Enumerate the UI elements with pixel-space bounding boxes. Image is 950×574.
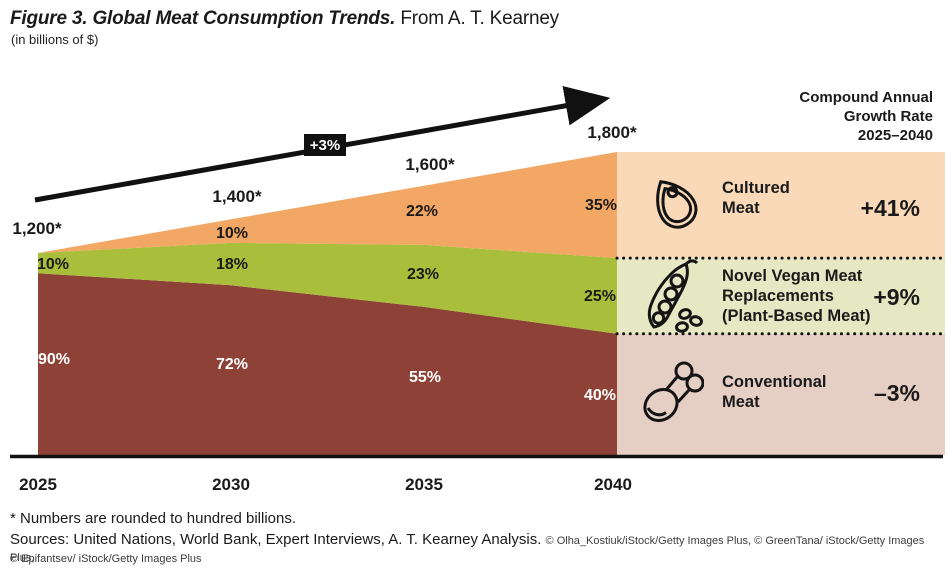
area-series-0 [38,273,617,455]
cultured-meat-icon [656,180,698,229]
share-conventional-2040: 40% [583,387,617,404]
share-vegan-2025: 10% [36,256,70,273]
x-tick-2040: 2040 [594,475,632,494]
legend-label-conventional: Conventional Meat [722,373,827,411]
drumstick-icon [643,361,704,422]
share-vegan-2035: 23% [406,266,440,283]
share-conventional-2030: 72% [215,356,249,373]
soybean-pod-icon [647,259,703,333]
figure-title-bold: Figure 3. Global Meat Consumption Trends… [10,8,396,29]
stacked-areas [38,152,617,455]
sources-line: Sources: United Nations, World Bank, Exp… [10,531,950,565]
share-cultured-2035: 22% [405,203,439,220]
legend-panel-row-0 [617,333,945,455]
figure-subtitle: (in billions of $) [11,32,99,47]
cagr-value-conventional: –3% [873,380,920,406]
share-conventional-2035: 55% [408,369,442,386]
area-series-1 [38,242,617,334]
total-label-2025: 1,200* [12,219,62,238]
legend-panel-backgrounds [617,152,945,455]
share-cultured-2040: 35% [584,197,618,214]
legend-panel-row-2 [617,152,945,259]
share-cultured-2030: 10% [215,225,249,242]
cagr-column-header: Compound Annual Growth Rate 2025–2040 [799,89,933,144]
legend-label-vegan: Novel Vegan Meat Replacements (Plant-Bas… [722,267,871,325]
sources-credits-1: © Olha_Kostiuk/iStock/Getty Images Plus,… [10,535,925,564]
total-label-2040: 1,800* [587,123,637,142]
figure-title-source: From A. T. Kearney [400,8,559,29]
share-vegan-2030: 18% [215,256,249,273]
cagr-value-cultured: +41% [860,195,920,221]
x-tick-2030: 2030 [212,475,250,494]
total-label-2035: 1,600* [405,155,455,174]
sources-credits-2: © Epifantsev/ iStock/Getty Images Plus [10,553,202,565]
sources-main: Sources: United Nations, World Bank, Exp… [10,531,542,548]
legend-label-cultured: Cultured Meat [722,179,790,217]
overall-growth-badge: +3% [304,134,346,156]
area-series-2 [38,152,617,259]
figure-title: Figure 3. Global Meat Consumption Trends… [10,8,559,30]
x-tick-2035: 2035 [405,475,443,494]
share-conventional-2025: 90% [37,351,71,368]
footnote: * Numbers are rounded to hundred billion… [10,510,297,527]
cagr-value-vegan: +9% [873,284,920,310]
total-label-2030: 1,400* [212,187,262,206]
x-tick-2025: 2025 [19,475,57,494]
legend-panel-row-1 [617,258,945,334]
share-vegan-2040: 25% [583,288,617,305]
legend-panel-dividers [615,256,947,336]
